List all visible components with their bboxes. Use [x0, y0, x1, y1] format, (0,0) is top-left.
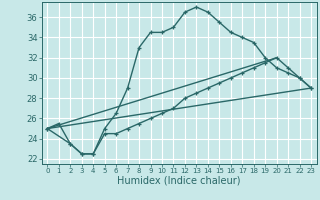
X-axis label: Humidex (Indice chaleur): Humidex (Indice chaleur) — [117, 176, 241, 186]
